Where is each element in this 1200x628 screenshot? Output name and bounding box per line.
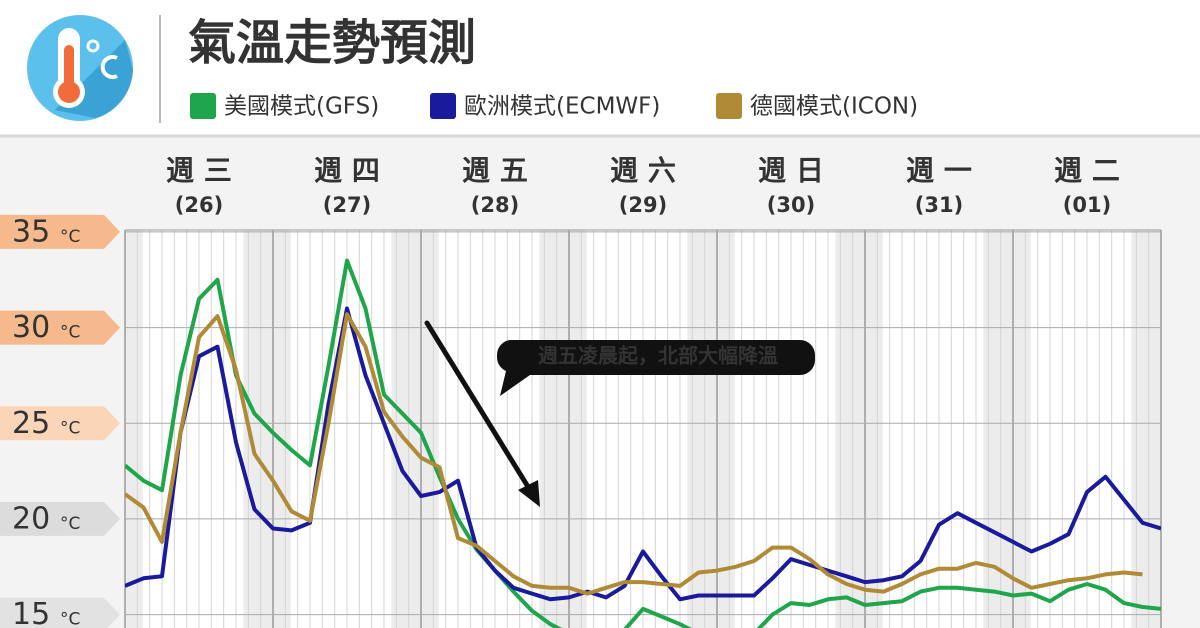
legend-swatch (190, 93, 216, 119)
y-tick-tag (0, 310, 120, 345)
y-tick-unit: °C (60, 227, 80, 247)
series-line (125, 306, 1161, 602)
arrow-head (518, 480, 540, 507)
night-band (865, 230, 883, 628)
night-band (273, 230, 291, 628)
y-tick-tag (0, 214, 120, 249)
y-tick-tag (0, 597, 120, 628)
thermometer-icon (27, 15, 133, 121)
day-label: 週 日 (758, 154, 824, 187)
night-band (569, 230, 587, 628)
annotation-text: 週五凌晨起，北部大幅降溫 (538, 344, 778, 368)
date-label: (31) (915, 193, 963, 217)
y-tick-unit: °C (60, 418, 80, 438)
night-band (1013, 230, 1031, 628)
arrow-shaft (424, 320, 533, 493)
legend-label: 歐洲模式(ECMWF) (464, 94, 660, 120)
date-label: (28) (471, 193, 519, 217)
day-label: 週 五 (462, 154, 528, 187)
night-band (717, 230, 735, 628)
chart-title: 氣溫走勢預測 (188, 15, 476, 71)
y-tick-label: 35 (12, 214, 50, 249)
night-band (421, 230, 439, 628)
y-tick-unit: °C (60, 514, 80, 534)
legend-swatch (716, 93, 742, 119)
series-line (125, 312, 1143, 596)
day-label: 週 四 (314, 154, 380, 187)
day-label: 週 二 (1054, 154, 1120, 187)
date-label: (29) (619, 193, 667, 217)
date-label: (27) (323, 193, 371, 217)
day-label: 週 三 (166, 154, 232, 187)
date-label: (01) (1063, 193, 1111, 217)
lines (125, 258, 1161, 628)
day-label: 週 六 (610, 154, 676, 187)
day-label: 週 一 (906, 154, 972, 187)
annotation-box (496, 340, 815, 396)
y-tick-tag (0, 501, 120, 536)
legend-label: 美國模式(GFS) (224, 94, 379, 120)
y-tick-label: 15 (12, 597, 50, 628)
legend-label: 德國模式(ICON) (750, 94, 918, 120)
y-tick-label: 25 (12, 406, 50, 441)
series-line (125, 258, 1161, 628)
y-tick-tag (0, 406, 120, 441)
y-tick-unit: °C (60, 323, 80, 343)
night-band (125, 230, 143, 628)
legend-swatch (430, 93, 456, 119)
y-tick-unit: °C (60, 610, 80, 628)
date-label: (30) (767, 193, 815, 217)
date-label: (26) (175, 193, 223, 217)
y-tick-label: 30 (12, 310, 50, 345)
y-tick-label: 20 (12, 501, 50, 536)
